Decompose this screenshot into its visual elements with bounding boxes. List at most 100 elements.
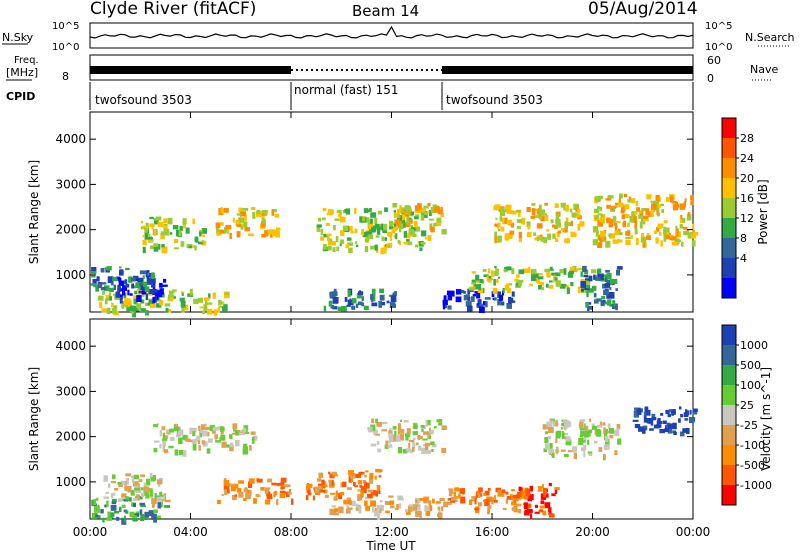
scatter-cell xyxy=(458,493,461,499)
scatter-cell xyxy=(119,297,123,304)
scatter-cell xyxy=(482,269,487,272)
scatter-cell xyxy=(111,308,117,314)
scatter-cell xyxy=(383,246,387,254)
scatter-cell xyxy=(163,435,168,440)
colorbar-frame xyxy=(721,117,737,299)
scatter-cell xyxy=(173,296,176,299)
scatter-cell xyxy=(683,412,689,417)
scatter-cell xyxy=(655,237,659,244)
scatter-cell xyxy=(686,229,689,233)
scatter-cell xyxy=(192,443,197,451)
scatter-cell xyxy=(147,239,154,243)
scatter-cell xyxy=(345,244,350,249)
scatter-cell xyxy=(231,432,237,435)
scatter-cell xyxy=(384,501,391,505)
scatter-cell xyxy=(474,291,479,294)
scatter-cell xyxy=(580,271,583,277)
scatter-cell xyxy=(439,497,445,501)
scatter-cell xyxy=(140,285,143,289)
scatter-cell xyxy=(545,431,549,435)
scatter-cell xyxy=(606,204,611,209)
scatter-cell xyxy=(500,226,505,232)
scatter-cell xyxy=(354,207,357,214)
scatter-cell xyxy=(494,231,498,238)
noise-right-tick-bottom: 10^0 xyxy=(705,42,732,53)
scatter-cell xyxy=(349,472,356,479)
scatter-cell xyxy=(110,505,117,511)
scatter-cell xyxy=(161,246,168,254)
scatter-cell xyxy=(107,276,114,284)
scatter-cell xyxy=(476,304,480,308)
scatter-cell xyxy=(376,441,380,446)
scatter-cell xyxy=(203,304,208,312)
scatter-cell xyxy=(136,295,142,302)
scatter-cell xyxy=(659,429,665,434)
scatter-cell xyxy=(555,280,561,287)
scatter-cell xyxy=(413,424,418,430)
scatter-cell xyxy=(232,423,238,430)
scatter-cell xyxy=(104,504,107,508)
scatter-cell xyxy=(139,509,143,515)
station-title: Clyde River (fitACF) xyxy=(90,0,256,19)
scatter-cell xyxy=(372,294,376,302)
scatter-cell xyxy=(220,434,226,441)
scatter-cell xyxy=(689,416,695,424)
scatter-cell xyxy=(511,489,516,492)
scatter-cell xyxy=(347,299,354,306)
scatter-cell xyxy=(198,445,201,451)
scatter-cell xyxy=(611,278,618,284)
scatter-cell xyxy=(324,481,327,487)
scatter-cell xyxy=(582,265,587,273)
scatter-cell xyxy=(538,214,542,220)
colorbar-swatch xyxy=(722,405,736,426)
scatter-cell xyxy=(548,448,554,454)
scatter-cell xyxy=(620,210,625,214)
scatter-cell xyxy=(668,423,673,430)
scatter-cell xyxy=(495,268,499,276)
scatter-cell xyxy=(452,498,457,503)
scatter-cell xyxy=(438,421,442,424)
scatter-cell xyxy=(245,492,251,500)
scatter-cell xyxy=(248,233,254,237)
scatter-cell xyxy=(500,210,506,217)
scatter-cell xyxy=(130,277,136,282)
scatter-cell xyxy=(138,293,141,296)
scatter-cell xyxy=(505,237,509,241)
scatter-cell xyxy=(614,205,618,208)
scatter-cell xyxy=(544,437,549,443)
scatter-cell xyxy=(497,291,501,298)
scatter-cell xyxy=(516,209,521,212)
scatter-cell xyxy=(660,203,664,207)
scatter-cell xyxy=(572,446,578,453)
scatter-cell xyxy=(100,268,105,273)
scatter-cell xyxy=(102,291,105,295)
scatter-cell xyxy=(142,275,145,279)
scatter-cell xyxy=(368,223,373,230)
scatter-cell xyxy=(471,271,476,274)
scatter-cell xyxy=(570,220,573,226)
colorbar-tick-label: 500 xyxy=(740,359,761,372)
scatter-cell xyxy=(593,299,599,304)
scatter-cell xyxy=(512,494,518,500)
scatter-cell xyxy=(567,272,574,278)
scatter-cell xyxy=(666,232,670,235)
scatter-cell xyxy=(437,209,443,215)
scatter-cell xyxy=(143,482,147,490)
scatter-cell xyxy=(599,230,606,237)
scatter-cell xyxy=(584,287,590,290)
scatter-cell xyxy=(193,298,199,305)
scatter-cell xyxy=(597,219,603,227)
scatter-cell xyxy=(579,435,583,438)
scatter-cell xyxy=(506,496,511,500)
scatter-cell xyxy=(599,195,603,200)
scatter-cell xyxy=(490,270,494,277)
scatter-cell xyxy=(167,219,171,224)
scatter-cell xyxy=(428,218,434,221)
scatter-cell xyxy=(307,492,312,496)
scatter-cell xyxy=(405,448,410,452)
scatter-cell xyxy=(616,221,621,224)
scatter-cell xyxy=(634,222,638,230)
scatter-cell xyxy=(578,438,584,445)
colorbar-tick-label: -500 xyxy=(740,459,765,472)
scatter-cell xyxy=(544,443,550,450)
